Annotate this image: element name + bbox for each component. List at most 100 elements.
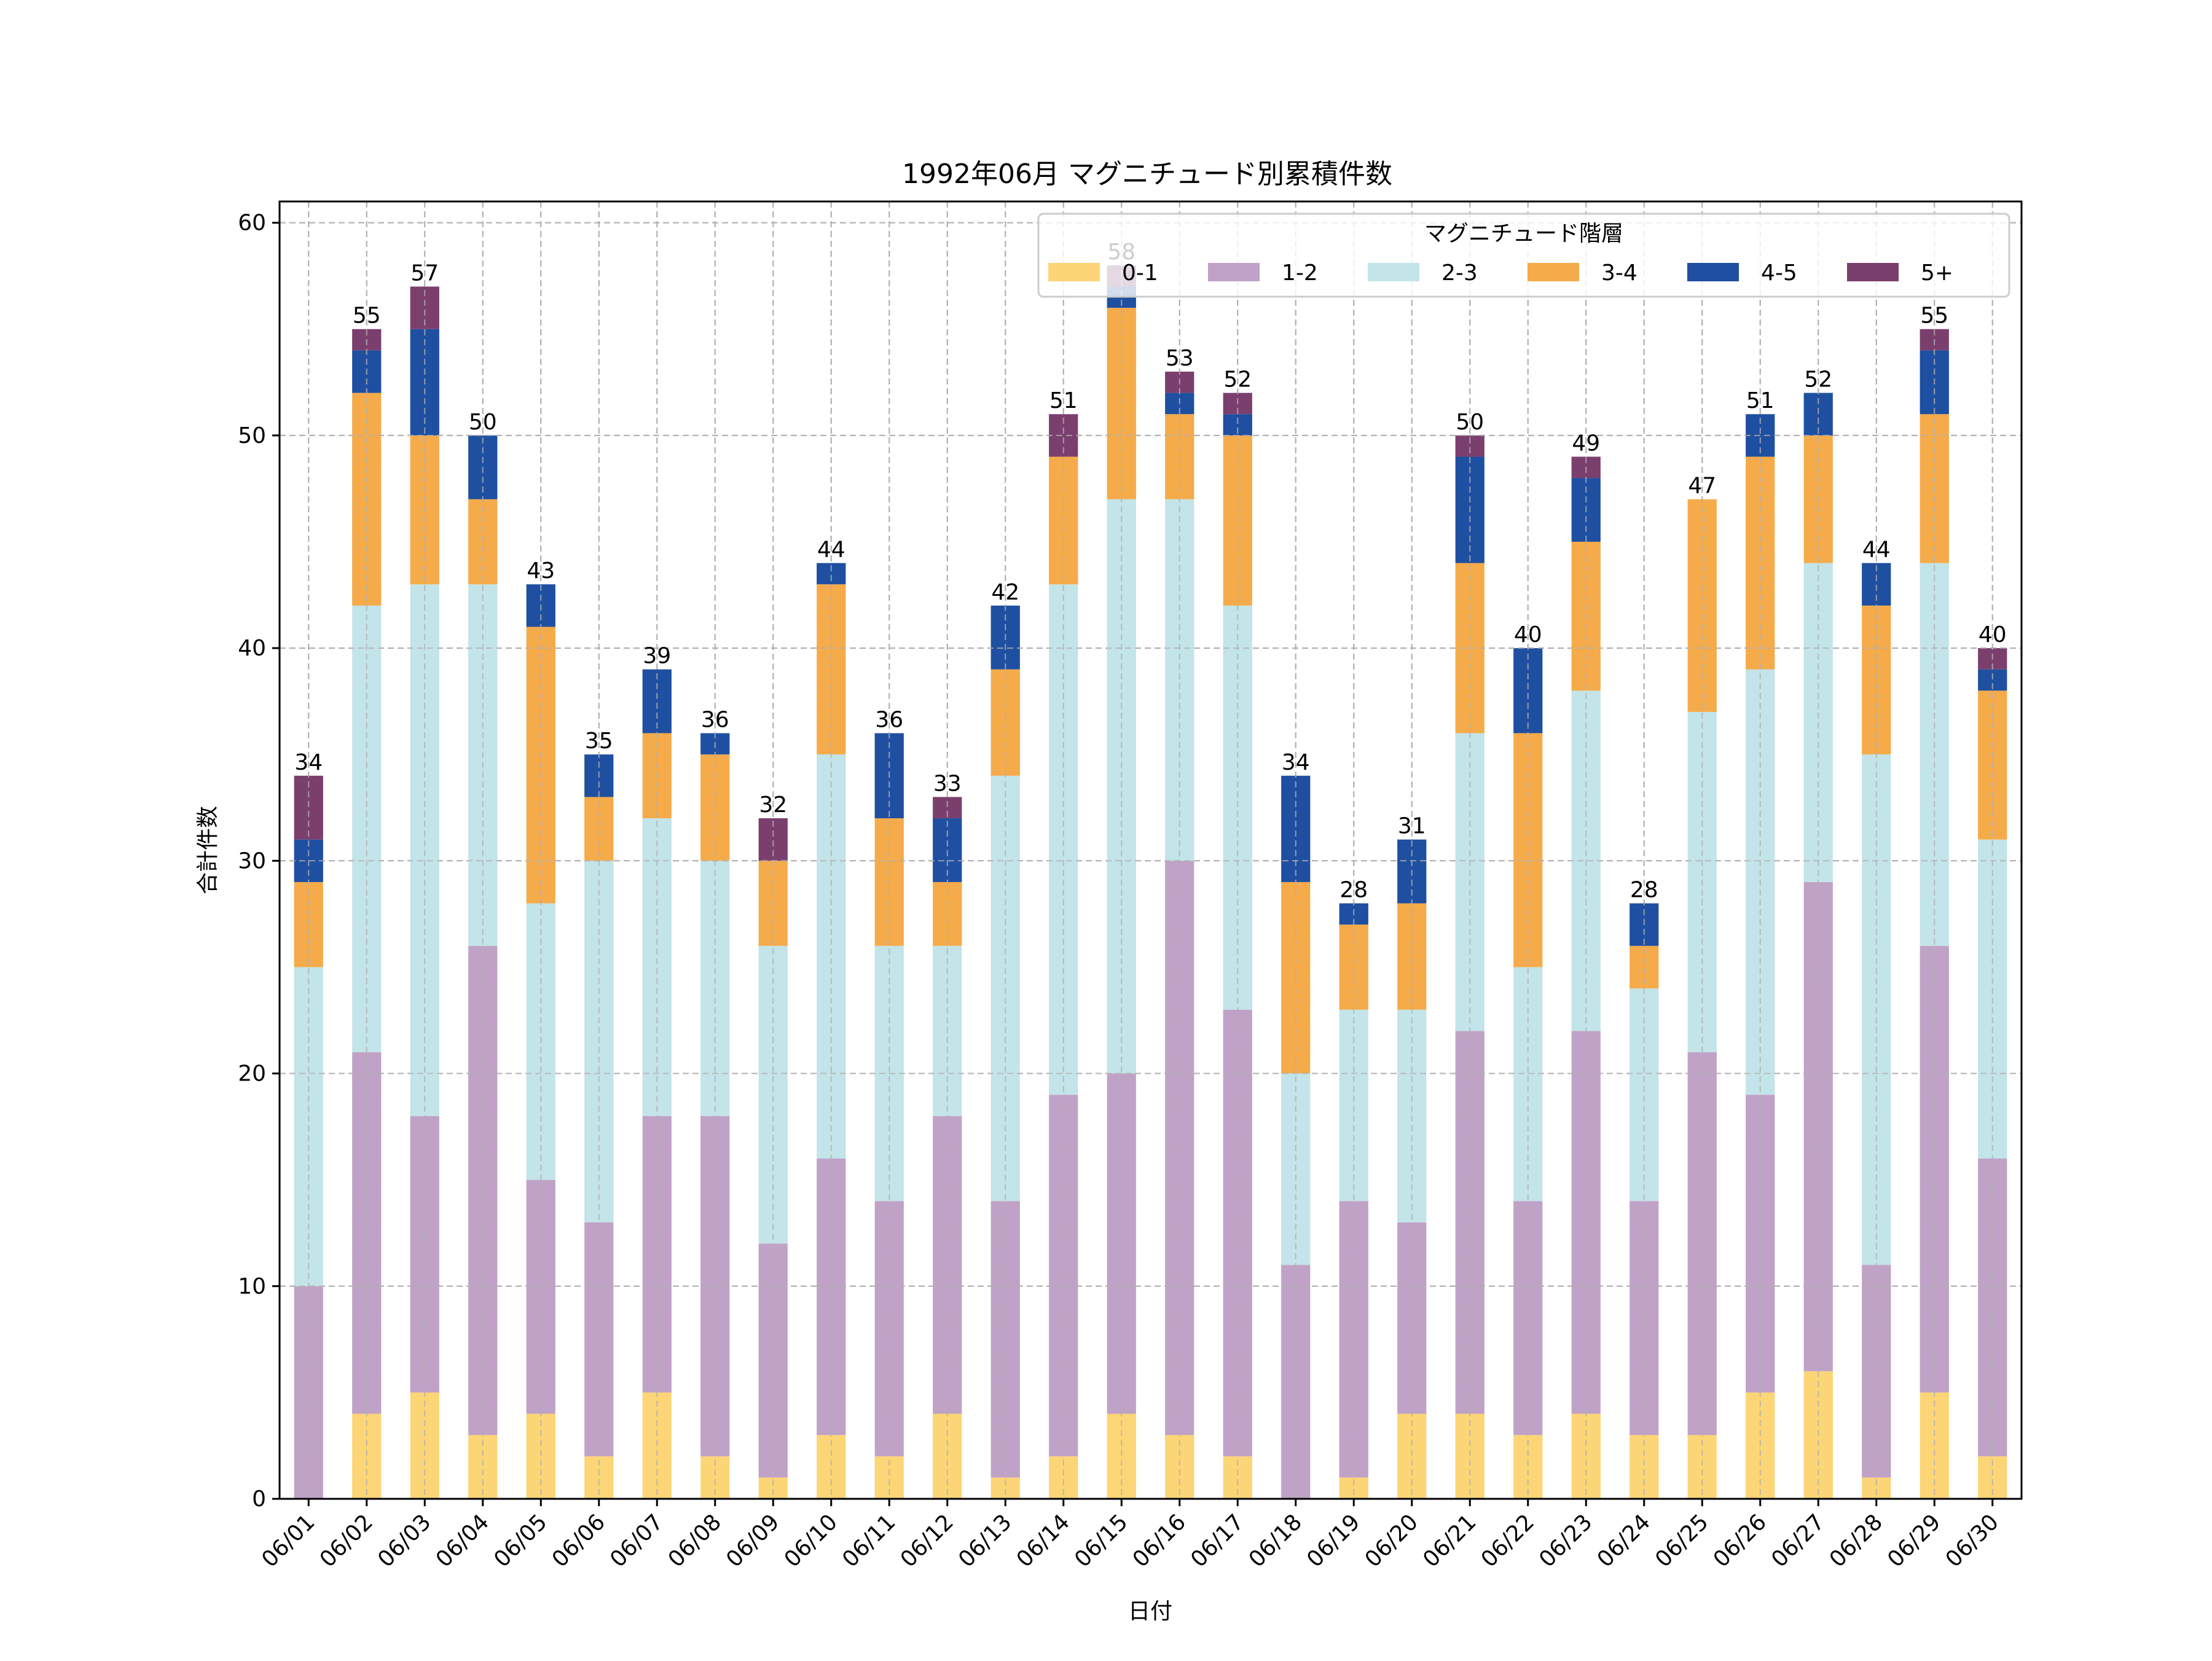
legend-label: 5+ (1921, 260, 1953, 286)
bar-segment-1-2 (584, 1222, 614, 1456)
total-label: 50 (469, 410, 497, 435)
total-label: 47 (1688, 474, 1716, 499)
chart-title: 1992年06月 マグニチュード別累積件数 (902, 158, 1392, 190)
total-label: 34 (294, 750, 323, 775)
x-tick-label: 06/05 (489, 1509, 552, 1572)
bar-segment-2-3 (758, 945, 788, 1244)
y-tick-label: 60 (238, 211, 266, 236)
x-tick-label: 06/09 (721, 1509, 784, 1572)
x-axis: 06/0106/0206/0306/0406/0506/0606/0706/08… (257, 1499, 2004, 1573)
total-label: 28 (1630, 878, 1658, 903)
x-tick-label: 06/18 (1244, 1509, 1307, 1572)
bar-segment-0-1 (1571, 1413, 1601, 1499)
bar-segment-2-3 (1513, 967, 1543, 1202)
plot-frame (278, 200, 2023, 1500)
x-tick-label: 06/19 (1302, 1509, 1365, 1572)
y-axis: 0 10 20 30 40 50 60 (238, 211, 280, 1512)
total-label: 55 (353, 303, 381, 329)
y-tick-label: 50 (238, 423, 266, 448)
x-tick-label: 06/12 (896, 1509, 959, 1572)
bar-segment-0-1 (526, 1413, 555, 1499)
x-tick-label: 06/16 (1128, 1509, 1191, 1572)
x-tick-label: 06/15 (1070, 1509, 1132, 1572)
x-tick-label: 06/13 (954, 1509, 1016, 1572)
legend-swatch-5+ (1847, 263, 1899, 281)
total-label: 53 (1166, 346, 1194, 371)
x-tick-label: 06/04 (431, 1509, 494, 1572)
legend-swatch-4-5 (1687, 263, 1739, 281)
bar-segment-0-1 (1397, 1413, 1427, 1499)
y-tick-label: 40 (238, 636, 266, 661)
total-label: 51 (1746, 388, 1775, 413)
total-label: 51 (1049, 388, 1078, 413)
x-tick-label: 06/20 (1360, 1509, 1423, 1572)
total-label: 31 (1398, 814, 1426, 839)
x-tick-label: 06/14 (1012, 1509, 1075, 1572)
bar-segment-0-1 (1107, 1413, 1136, 1499)
x-axis-label: 日付 (1128, 1599, 1172, 1624)
y-axis-label: 合計件数 (195, 806, 221, 894)
total-label: 34 (1282, 750, 1310, 775)
legend-label: 4-5 (1761, 260, 1797, 286)
x-tick-label: 06/24 (1593, 1509, 1655, 1572)
legend-label: 1-2 (1282, 260, 1318, 286)
legend-box (1037, 213, 2010, 298)
grid-overlay (280, 201, 2022, 1499)
legend: マグニチュード階層 0-1 1-2 2-3 3-4 4-5 5+ (1037, 213, 2010, 298)
y-tick-label: 10 (238, 1274, 266, 1299)
x-tick-label: 06/17 (1186, 1509, 1249, 1572)
bar-segment-0-1 (352, 1413, 382, 1499)
total-label: 33 (933, 771, 962, 796)
bar-segment-1-2 (1571, 1031, 1601, 1414)
x-tick-label: 06/02 (315, 1509, 378, 1572)
total-label: 52 (1223, 367, 1252, 393)
legend-swatch-3-4 (1528, 263, 1579, 281)
total-label: 42 (991, 580, 1019, 605)
x-tick-label: 06/30 (1941, 1509, 2004, 1572)
total-label: 55 (1920, 303, 1948, 329)
total-label: 50 (1456, 410, 1484, 435)
x-tick-label: 06/08 (664, 1509, 726, 1572)
bar-segment-1-2 (1455, 1031, 1484, 1414)
x-tick-label: 06/23 (1534, 1509, 1597, 1572)
bars-group (280, 201, 2022, 1499)
bar-segment-3-4 (1339, 924, 1368, 1010)
total-label: 40 (1514, 622, 1542, 647)
x-tick-label: 06/21 (1418, 1509, 1481, 1572)
x-tick-label: 06/26 (1709, 1509, 1771, 1572)
y-tick-label: 30 (238, 848, 266, 873)
total-label: 35 (585, 729, 613, 754)
legend-label: 0-1 (1122, 260, 1158, 286)
total-label: 40 (1979, 622, 2007, 647)
bar-segment-4-5 (1513, 648, 1543, 733)
legend-swatch-2-3 (1368, 263, 1419, 281)
bar-segment-0-1 (933, 1413, 962, 1499)
total-label: 43 (527, 558, 555, 584)
y-tick-label: 20 (238, 1061, 266, 1087)
total-label: 28 (1339, 878, 1368, 903)
total-label: 49 (1572, 431, 1600, 456)
legend-swatch-1-2 (1208, 263, 1260, 281)
legend-swatch-0-1 (1048, 263, 1100, 281)
legend-title: マグニチュード階層 (1424, 221, 1623, 246)
x-tick-label: 06/27 (1767, 1509, 1829, 1572)
legend-label: 3-4 (1601, 260, 1637, 286)
total-label: 32 (759, 792, 787, 818)
y-tick-label: 0 (252, 1487, 266, 1512)
total-label: 39 (643, 644, 671, 669)
bar-segment-3-4 (1862, 605, 1891, 755)
total-label: 52 (1804, 367, 1832, 393)
x-tick-label: 06/11 (837, 1509, 900, 1572)
x-tick-label: 06/25 (1650, 1509, 1713, 1572)
x-tick-label: 06/10 (780, 1509, 842, 1572)
bar-segment-2-3 (352, 605, 382, 1052)
x-tick-label: 06/29 (1883, 1509, 1945, 1572)
x-tick-label: 06/06 (547, 1509, 610, 1572)
total-label: 36 (701, 708, 729, 733)
total-label: 44 (1862, 537, 1891, 563)
total-label: 57 (410, 260, 439, 286)
x-tick-label: 06/07 (605, 1509, 668, 1572)
total-label: 36 (875, 708, 903, 733)
bar-segment-0-1 (1455, 1413, 1484, 1499)
